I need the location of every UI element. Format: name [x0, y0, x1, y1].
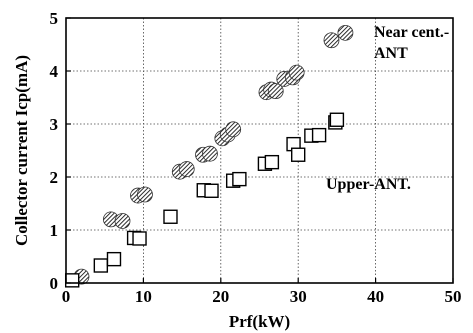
grid [66, 18, 453, 283]
annotation-near-cent-ant: Near cent.- ANT [374, 24, 449, 62]
x-tick-label: 10 [135, 287, 152, 306]
data-point [225, 121, 242, 138]
series-near-cent-ant [73, 24, 354, 285]
data-point [232, 171, 247, 187]
x-tick-label: 50 [445, 287, 462, 306]
data-point [264, 154, 280, 170]
data-point [163, 209, 178, 224]
y-tick-label: 4 [50, 62, 59, 81]
data-point [132, 231, 147, 246]
y-tick-label: 0 [50, 274, 59, 293]
y-tick-label: 3 [50, 115, 59, 134]
x-tick-label: 40 [367, 287, 384, 306]
x-tick-label: 20 [212, 287, 229, 306]
annotation-upper-ant: Upper-ANT. [326, 176, 411, 193]
series-upper-ant [64, 112, 345, 288]
x-tick-label: 0 [62, 287, 71, 306]
data-point [137, 186, 153, 203]
data-point [114, 213, 131, 229]
data-point [291, 147, 306, 162]
data-point [288, 64, 305, 81]
data-point [267, 83, 284, 100]
data-point [323, 32, 340, 49]
y-tick-label: 2 [50, 168, 59, 187]
data-point [202, 145, 218, 162]
x-tick-label: 30 [290, 287, 307, 306]
x-axis-label: Prf(kW) [229, 312, 290, 331]
annotation-line: ANT [374, 45, 408, 62]
annotation-line: Near cent.- [374, 24, 449, 41]
tick-labels: 0 10 20 30 40 50 0 1 2 3 4 5 [50, 9, 462, 306]
y-axis-label: Collector current Icp(mA) [12, 55, 31, 246]
data-point [178, 161, 195, 177]
data-point [106, 251, 122, 267]
data-point [337, 24, 354, 41]
data-point [329, 112, 345, 127]
data-point [311, 127, 327, 143]
data-point [64, 273, 80, 288]
y-tick-label: 5 [50, 9, 59, 28]
data-point [204, 183, 219, 198]
data-point [93, 258, 109, 273]
data-series [64, 24, 354, 288]
plot-frame [65, 17, 454, 284]
y-tick-label: 1 [50, 221, 59, 240]
